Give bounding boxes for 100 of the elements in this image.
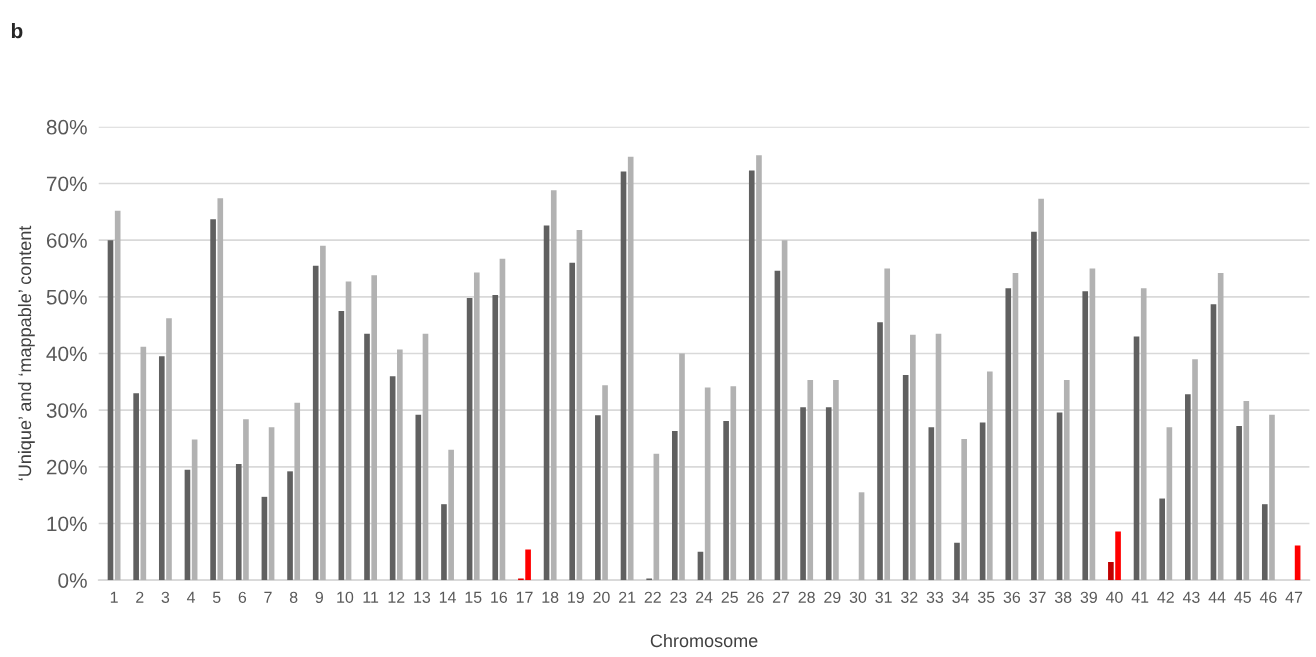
x-tick-label: 44 — [1208, 591, 1226, 603]
x-tick-label: 12 — [388, 591, 405, 603]
y-tick-label: 50% — [46, 289, 87, 305]
bar — [448, 449, 454, 581]
bar — [986, 371, 993, 581]
bar — [748, 170, 755, 581]
bar — [287, 471, 293, 581]
bar — [312, 265, 319, 581]
x-tick-label: 30 — [849, 591, 867, 603]
bar — [158, 356, 165, 581]
bar — [371, 275, 378, 581]
x-tick-label: 29 — [824, 591, 841, 603]
bar — [364, 333, 370, 581]
y-tick-label: 30% — [46, 403, 87, 418]
x-tick-label: 38 — [1054, 591, 1072, 603]
bar — [492, 295, 499, 581]
bar — [1031, 231, 1037, 581]
x-tick-label: 45 — [1234, 591, 1251, 603]
bar — [166, 318, 172, 581]
y-tick-label: 10% — [47, 516, 87, 532]
x-tick-label: 32 — [900, 591, 918, 603]
bar — [133, 393, 139, 581]
x-tick-label: 23 — [670, 591, 687, 603]
x-tick-label: 34 — [952, 591, 969, 603]
x-tick-label: 47 — [1285, 591, 1303, 603]
bar — [210, 219, 216, 581]
bar — [672, 431, 678, 581]
bar — [730, 386, 737, 581]
x-tick-label: 13 — [414, 591, 431, 603]
bar — [397, 349, 403, 581]
bar — [825, 407, 832, 581]
y-tick-label: 40% — [46, 346, 87, 362]
bar — [884, 268, 891, 581]
bar — [550, 190, 557, 581]
bar — [243, 419, 249, 581]
y-tick-label: 80% — [46, 119, 87, 135]
bar — [1063, 380, 1070, 581]
bar — [1261, 504, 1268, 581]
x-tick-label: 37 — [1029, 591, 1046, 603]
x-tick-label: 33 — [926, 591, 944, 603]
x-tick-label: 14 — [439, 591, 456, 603]
bar — [114, 210, 121, 581]
y-tick-label: 60% — [46, 233, 87, 248]
bar — [1005, 288, 1012, 581]
x-tick-label: 22 — [644, 591, 661, 603]
bar — [473, 272, 480, 581]
x-tick-label: 42 — [1157, 591, 1174, 603]
bar — [320, 245, 326, 581]
x-tick-label: 11 — [363, 591, 379, 603]
x-tick-label: 46 — [1259, 591, 1277, 603]
x-tick-label: 5 — [212, 591, 221, 603]
x-tick-label: 21 — [619, 591, 636, 603]
x-tick-label: 1 — [110, 591, 118, 603]
bar — [800, 407, 806, 581]
x-tick-label: 8 — [289, 591, 298, 603]
bar — [833, 380, 839, 581]
x-tick-label: 39 — [1080, 591, 1097, 603]
bar — [294, 402, 301, 581]
y-axis-title: ‘Unique’ and ‘mappable’ content — [17, 225, 35, 481]
x-tick-label: 18 — [542, 591, 559, 603]
x-tick-label: 4 — [186, 591, 196, 603]
bar — [235, 463, 242, 581]
bar — [415, 414, 422, 581]
x-tick-label: 35 — [977, 591, 995, 603]
x-tick-label: 36 — [1003, 591, 1021, 603]
bar — [1115, 531, 1121, 581]
x-tick-label: 2 — [136, 591, 144, 603]
x-tick-label: 31 — [875, 591, 892, 603]
x-tick-label: 25 — [721, 591, 738, 603]
bar — [569, 262, 576, 581]
x-tick-label: 19 — [568, 591, 584, 603]
x-tick-label: 40 — [1105, 591, 1123, 603]
bar — [441, 504, 447, 581]
bar — [1243, 401, 1250, 581]
bar — [910, 334, 916, 581]
x-tick-label: 6 — [238, 591, 247, 603]
bar — [627, 156, 634, 581]
x-tick-label: 20 — [593, 591, 610, 603]
bar — [1159, 498, 1166, 581]
x-tick-label: 7 — [264, 591, 272, 603]
x-tick-label: 27 — [772, 591, 790, 603]
y-tick-label: 70% — [46, 176, 87, 192]
x-tick-label: 16 — [491, 591, 508, 603]
bar — [1236, 426, 1242, 581]
x-axis-title: Chromosome — [650, 633, 758, 648]
bar — [1038, 198, 1044, 581]
bar — [961, 439, 967, 581]
x-tick-label: 17 — [516, 591, 533, 603]
x-tick-label: 3 — [161, 591, 170, 603]
bar — [723, 420, 729, 581]
bar — [1192, 359, 1198, 581]
x-tick-label: 43 — [1182, 591, 1200, 603]
y-tick-label: 0% — [58, 573, 87, 588]
bar — [217, 198, 224, 581]
bar — [756, 155, 762, 581]
bar — [1108, 562, 1114, 581]
bar — [954, 542, 960, 581]
x-tick-label: 15 — [465, 591, 482, 603]
bar — [807, 380, 814, 581]
bar — [1185, 394, 1191, 581]
